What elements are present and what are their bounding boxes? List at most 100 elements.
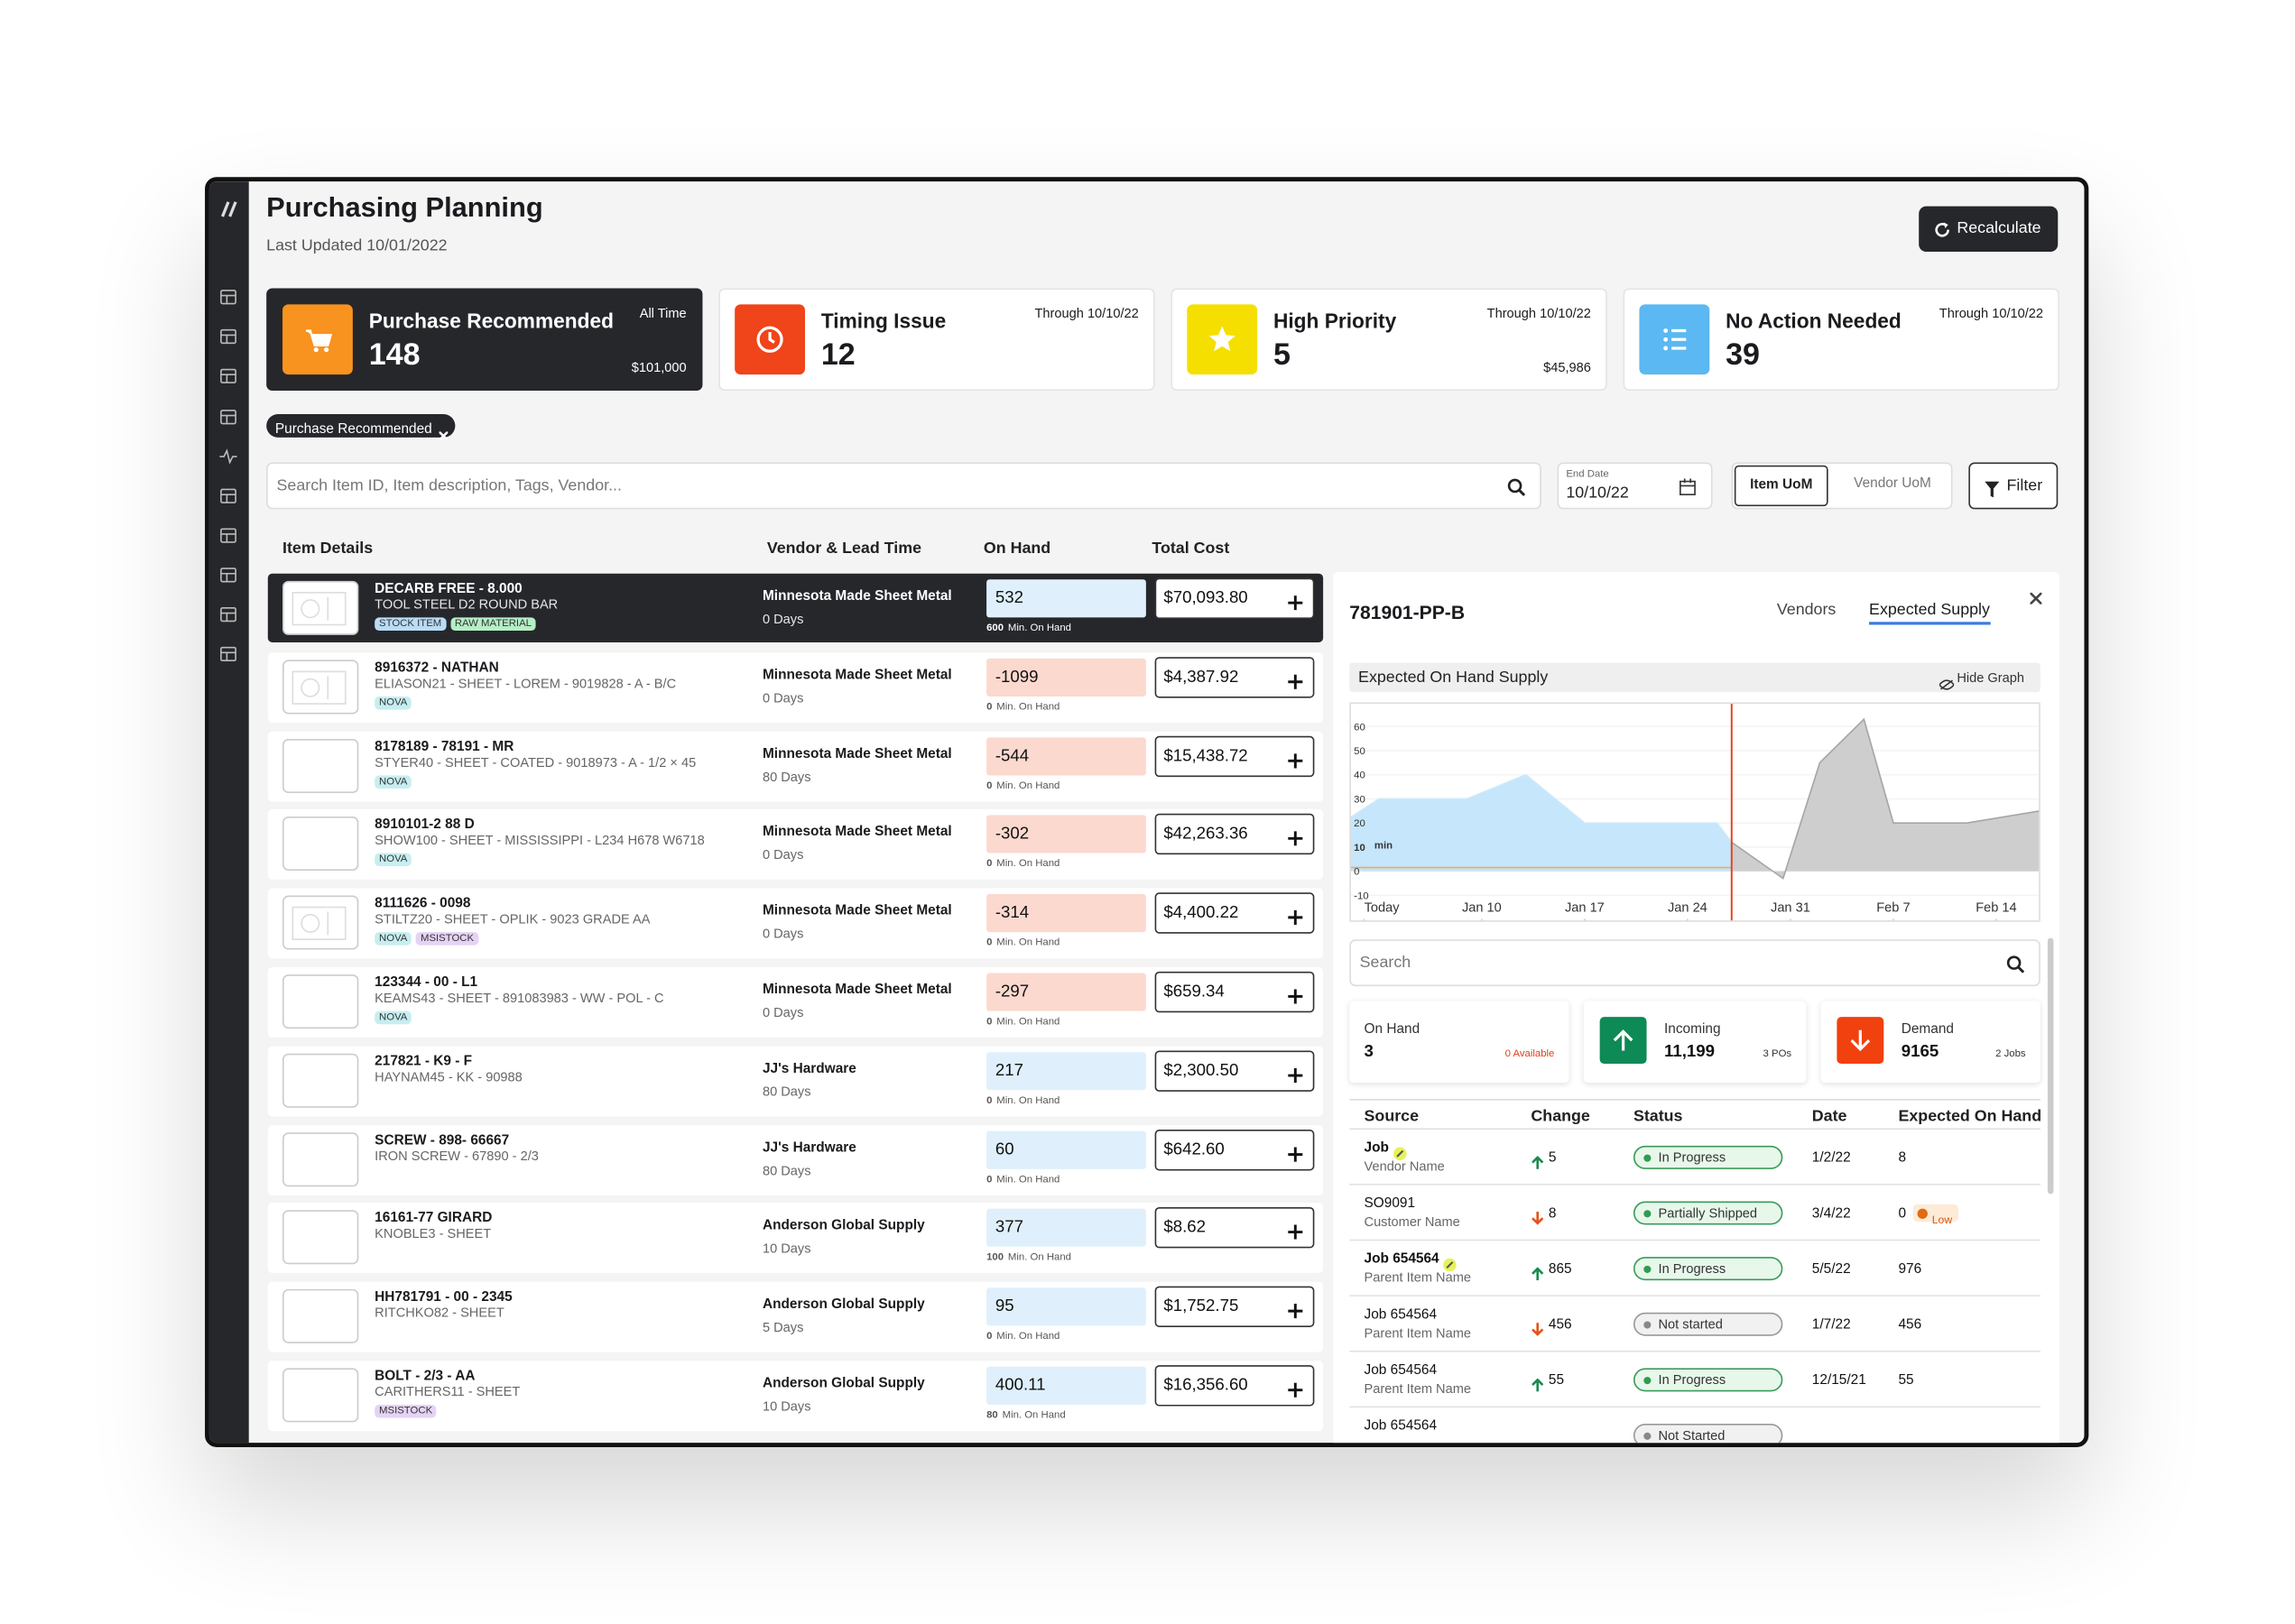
nav-icon[interactable]	[219, 485, 236, 512]
status-label: In Progress	[1658, 1261, 1726, 1277]
item-row[interactable]: BOLT - 2/3 - AA CARITHERS11 - SHEET MSISTO…	[267, 1361, 1324, 1432]
add-button[interactable]	[1288, 1221, 1303, 1247]
item-row[interactable]: 8111626 - 0098 STILTZ20 - SHEET - OPLIK -…	[267, 888, 1324, 959]
add-button[interactable]	[1288, 827, 1303, 854]
add-button[interactable]	[1288, 591, 1303, 617]
item-id: 16161-77 GIRARD	[375, 1210, 493, 1227]
nav-icon[interactable]	[219, 407, 236, 433]
card-title: Purchase Recommended	[368, 309, 615, 333]
add-button[interactable]	[1288, 1142, 1303, 1168]
card-period: Through 10/10/22	[1486, 305, 1591, 321]
add-button[interactable]	[1288, 1379, 1303, 1405]
source-detail: Parent Item Name	[1364, 1325, 1471, 1341]
nav-icon[interactable]	[219, 525, 236, 551]
recalculate-button[interactable]: Recalculate	[1919, 206, 2059, 252]
min-value: 0	[986, 1095, 993, 1106]
y-tick-label: 0	[1354, 867, 1359, 878]
summary-card[interactable]: No Action Needed 39 Through 10/10/22	[1623, 288, 2059, 392]
min-label: min	[1374, 840, 1393, 851]
item-thumbnail	[282, 895, 359, 952]
total-cost[interactable]: $4,400.22	[1154, 892, 1315, 935]
change-arrow	[1531, 1205, 1544, 1232]
on-hand: 400.11	[986, 1366, 1146, 1405]
nav-icon[interactable]	[219, 447, 237, 473]
item-tags: STOCK ITEM RAW MATERIAL	[375, 617, 536, 632]
add-button[interactable]	[1288, 1299, 1303, 1325]
icon-graphic	[1507, 478, 1526, 497]
total-cost[interactable]: $1,752.75	[1154, 1286, 1315, 1328]
icon-graphic	[756, 326, 783, 353]
uom-option[interactable]: Item UoM	[1734, 465, 1828, 507]
logo	[218, 199, 239, 227]
uom-option[interactable]: Vendor UoM	[1854, 475, 1931, 492]
lead-time: 80 Days	[762, 1162, 811, 1177]
chip-label: Purchase Recommended	[274, 421, 432, 438]
summary-card[interactable]: Timing Issue 12 Through 10/10/22	[718, 288, 1155, 392]
item-row[interactable]: 8178189 - 78191 - MR STYER40 - SHEET - CO…	[267, 731, 1324, 802]
item-row[interactable]: 8916372 - NATHAN ELIASON21 - SHEET - LORE…	[267, 651, 1324, 723]
panel-tab[interactable]: Vendors	[1776, 601, 1837, 620]
hide-graph[interactable]: Hide Graph	[1957, 669, 2025, 686]
item-row[interactable]: 123344 - 00 - L1 KEAMS43 - SHEET - 891083…	[267, 967, 1324, 1038]
filter-chip[interactable]: Purchase Recommended	[266, 413, 456, 442]
item-row[interactable]: 217821 - K9 - F HAYNAM45 - KK - 90988 JJ's…	[267, 1046, 1324, 1117]
item-row[interactable]: DECARB FREE - 8.000 TOOL STEEL D2 ROUND B…	[267, 573, 1324, 642]
summary-value: 3	[1364, 1043, 1374, 1061]
lead-time: 10 Days	[762, 1398, 811, 1414]
total-cost[interactable]: $16,356.60	[1154, 1365, 1315, 1407]
item-tags: NOVA MSISTOCK	[375, 932, 478, 946]
icon	[290, 667, 351, 715]
summary-label: Incoming	[1663, 1021, 1721, 1038]
add-button[interactable]	[1288, 1064, 1303, 1090]
add-button[interactable]	[1288, 984, 1303, 1010]
scrollbar	[2047, 937, 2054, 1195]
icon	[303, 325, 333, 362]
filter-button[interactable]: Filter	[1968, 462, 2059, 510]
item-row[interactable]: SCREW - 898- 66667 IRON SCREW - 67890 - 2…	[267, 1124, 1324, 1195]
item-row[interactable]: HH781791 - 00 - 2345 RITCHKO82 - SHEET And…	[267, 1282, 1324, 1352]
icon-graphic	[220, 488, 236, 503]
item-row[interactable]: 8910101-2 88 D SHOW100 - SHEET - MISSISSI…	[267, 809, 1324, 881]
summary-card[interactable]: High Priority 5 Through 10/10/22 $45,986	[1171, 288, 1607, 392]
total-cost[interactable]: $15,438.72	[1154, 735, 1315, 777]
total-cost[interactable]: $8.62	[1154, 1207, 1315, 1250]
item-description: STYER40 - SHEET - COATED - 9018973 - A -…	[375, 754, 697, 770]
edit-icon	[1393, 1141, 1407, 1167]
icon	[290, 903, 351, 952]
on-hand: 377	[986, 1209, 1146, 1248]
item-id: 8111626 - 0098	[375, 895, 471, 912]
nav-icon[interactable]	[219, 327, 236, 353]
x-tick-label: Jan 24	[1668, 900, 1707, 915]
total-cost[interactable]: $642.60	[1154, 1129, 1315, 1170]
on-hand-value: 400.11	[995, 1377, 1046, 1395]
min-value: 0	[986, 702, 993, 713]
nav-icon[interactable]	[219, 287, 236, 313]
total-cost[interactable]: $2,300.50	[1154, 1050, 1315, 1092]
total-cost[interactable]: $659.34	[1154, 971, 1315, 1013]
search-box[interactable]: Search Item ID, Item description, Tags, …	[266, 462, 1541, 510]
add-button[interactable]	[1288, 749, 1303, 775]
icon-graphic	[1288, 752, 1303, 768]
nav-icon[interactable]	[219, 365, 236, 392]
summary-card[interactable]: Purchase Recommended 148 All Time $101,000	[266, 288, 703, 392]
icon-graphic	[1613, 1029, 1633, 1051]
end-date[interactable]: End Date 10/10/22	[1557, 462, 1713, 510]
total-cost[interactable]: $4,387.92	[1154, 656, 1315, 698]
min-on-hand: 0 Min. On Hand	[986, 1332, 1060, 1342]
item-row[interactable]: 16161-77 GIRARD KNOBLE3 - SHEET Anderson G…	[267, 1203, 1324, 1274]
nav-icon[interactable]	[219, 644, 236, 670]
add-button[interactable]	[1288, 669, 1303, 696]
total-cost[interactable]: $42,263.36	[1154, 814, 1315, 855]
card-title: Timing Issue	[820, 309, 947, 333]
item-description: CARITHERS11 - SHEET	[375, 1384, 521, 1399]
total-cost[interactable]: $70,093.80	[1154, 577, 1315, 620]
panel-tab[interactable]: Expected Supply	[1869, 602, 1990, 625]
nav-icon[interactable]	[219, 604, 236, 631]
add-button[interactable]	[1288, 906, 1303, 932]
close-button[interactable]	[2029, 586, 2043, 612]
summary-value: 11,199	[1663, 1043, 1716, 1061]
nav-icon[interactable]	[219, 565, 236, 591]
card-count: 39	[1726, 337, 1760, 372]
panel-search[interactable]: Search	[1349, 939, 2041, 987]
edit-icon	[1443, 1252, 1457, 1278]
